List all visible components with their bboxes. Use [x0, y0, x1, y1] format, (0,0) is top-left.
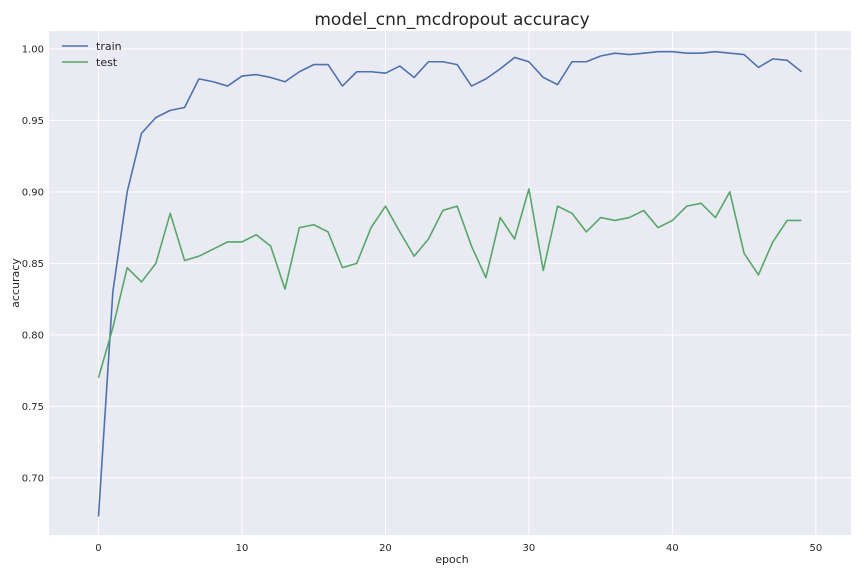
series-line-train [97, 50, 802, 517]
x-tick-label: 50 [809, 543, 822, 554]
x-axis-label: epoch [435, 553, 469, 566]
x-tick-label: 40 [666, 543, 679, 554]
y-axis-ticks: 0.70 0.75 0.80 0.85 0.90 0.95 1.00 [22, 44, 44, 484]
legend-label-test: test [96, 56, 118, 69]
y-tick-label: 0.75 [22, 402, 44, 413]
y-tick-label: 1.00 [22, 44, 44, 55]
x-tick-label: 10 [236, 543, 249, 554]
y-tick-label: 0.85 [22, 259, 44, 270]
x-tick-label: 0 [95, 543, 101, 554]
series-lines [97, 50, 802, 517]
legend: train test [62, 40, 122, 69]
y-tick-label: 0.70 [22, 473, 44, 484]
y-tick-label: 0.95 [22, 116, 44, 127]
x-tick-label: 20 [379, 543, 392, 554]
y-tick-label: 0.90 [22, 187, 44, 198]
y-tick-label: 0.80 [22, 330, 44, 341]
plot-area [49, 31, 851, 535]
grid-lines [49, 31, 851, 535]
y-axis-label: accuracy [9, 258, 22, 308]
series-line-test [97, 188, 802, 378]
chart-title: model_cnn_mcdropout accuracy [314, 10, 589, 30]
legend-label-train: train [96, 40, 122, 53]
x-tick-label: 30 [523, 543, 536, 554]
x-axis-ticks: 0 10 20 30 40 50 [95, 543, 822, 554]
